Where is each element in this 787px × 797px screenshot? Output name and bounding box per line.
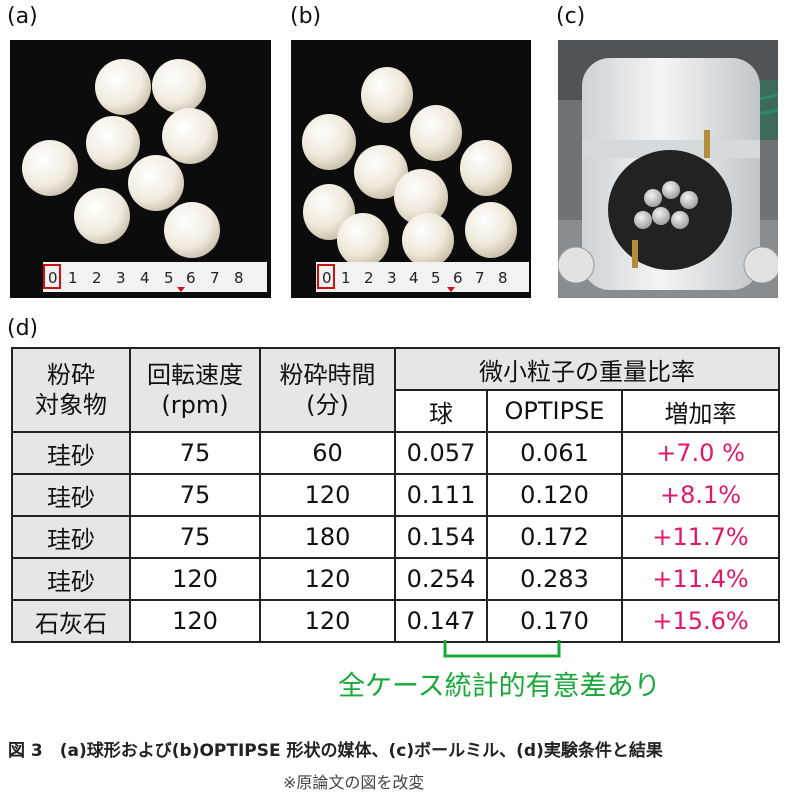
cell-object: 珪砂 xyxy=(11,557,131,601)
panel-label-a: (a) xyxy=(7,4,38,29)
svg-text:6: 6 xyxy=(453,269,463,287)
cell-optipse: 0.120 xyxy=(486,473,623,517)
significance-bracket xyxy=(443,640,561,658)
media xyxy=(410,105,462,161)
svg-text:6: 6 xyxy=(186,269,196,287)
table-row: 珪砂 120 120 0.254 0.283 +11.4% xyxy=(11,557,781,601)
header-increase: 増加率 xyxy=(620,389,781,433)
svg-text:5: 5 xyxy=(431,269,441,287)
media xyxy=(354,145,408,199)
cell-object: 石灰石 xyxy=(11,599,131,643)
cell-increase: +8.1% xyxy=(620,473,781,517)
cell-speed: 75 xyxy=(129,431,261,475)
table-row: 珪砂 75 120 0.111 0.120 +8.1% xyxy=(11,473,781,517)
cell-increase: +11.7% xyxy=(620,515,781,559)
cell-sphere: 0.147 xyxy=(394,599,488,643)
ball xyxy=(164,202,220,258)
media xyxy=(460,140,512,196)
figure-caption: 図 3 (a)球形および(b)OPTIPSE 形状の媒体、(c)ボールミル、(d… xyxy=(8,741,663,761)
inner-balls xyxy=(634,181,698,229)
table-row: 石灰石 120 120 0.147 0.170 +15.6% xyxy=(11,599,781,643)
svg-text:2: 2 xyxy=(364,269,374,287)
cell-time: 120 xyxy=(259,557,396,601)
cell-optipse: 0.283 xyxy=(486,557,623,601)
cell-object: 珪砂 xyxy=(11,431,131,475)
significance-note: 全ケース統計的有意差あり xyxy=(338,671,661,702)
svg-text:8: 8 xyxy=(498,269,508,287)
results-table: 粉砕 対象物 回転速度 (rpm) 粉砕時間 (分) 微小粒子の重量比率 球 O… xyxy=(11,347,781,643)
svg-text:2: 2 xyxy=(92,269,102,287)
ball xyxy=(162,108,218,164)
svg-text:1: 1 xyxy=(341,269,351,287)
svg-text:1: 1 xyxy=(68,269,78,287)
ball xyxy=(86,116,140,170)
svg-text:8: 8 xyxy=(234,269,244,287)
header-sphere: 球 xyxy=(394,389,488,433)
cell-speed: 75 xyxy=(129,473,261,517)
cell-object: 珪砂 xyxy=(11,473,131,517)
cell-speed: 75 xyxy=(129,515,261,559)
ball xyxy=(128,155,184,211)
panel-label-c: (c) xyxy=(556,4,586,29)
table-row: 珪砂 75 180 0.154 0.172 +11.7% xyxy=(11,515,781,559)
ball xyxy=(152,59,206,113)
cell-optipse: 0.061 xyxy=(486,431,623,475)
media xyxy=(302,114,356,170)
media xyxy=(394,169,448,225)
svg-text:4: 4 xyxy=(409,269,419,287)
cell-sphere: 0.057 xyxy=(394,431,488,475)
cell-optipse: 0.172 xyxy=(486,515,623,559)
cell-sphere: 0.111 xyxy=(394,473,488,517)
svg-text:3: 3 xyxy=(387,269,397,287)
svg-text:0: 0 xyxy=(48,269,58,287)
header-ratio: 微小粒子の重量比率 xyxy=(393,347,781,391)
header-time-text: 粉砕時間 (分) xyxy=(279,361,376,419)
cell-time: 120 xyxy=(259,599,396,643)
ball xyxy=(95,59,151,115)
header-time: 粉砕時間 (分) xyxy=(259,347,396,433)
cell-speed: 120 xyxy=(129,599,261,643)
source-note: ※原論文の図を改変 xyxy=(283,773,425,792)
cell-sphere: 0.254 xyxy=(394,557,488,601)
ball xyxy=(22,140,78,196)
photo-ball-mill xyxy=(558,40,778,298)
cell-increase: +7.0 % xyxy=(620,431,781,475)
svg-text:0: 0 xyxy=(322,269,332,287)
svg-text:7: 7 xyxy=(210,269,220,287)
media xyxy=(402,213,454,267)
svg-text:7: 7 xyxy=(475,269,485,287)
header-speed-text: 回転速度 (rpm) xyxy=(147,361,243,419)
cell-increase: +11.4% xyxy=(620,557,781,601)
cell-sphere: 0.154 xyxy=(394,515,488,559)
media xyxy=(337,213,389,267)
panel-label-d: (d) xyxy=(7,316,39,341)
cell-object: 珪砂 xyxy=(11,515,131,559)
cell-increase: +15.6% xyxy=(620,599,781,643)
svg-text:3: 3 xyxy=(116,269,126,287)
ball xyxy=(74,188,130,244)
cell-time: 120 xyxy=(259,473,396,517)
media xyxy=(361,67,413,123)
svg-text:5: 5 xyxy=(164,269,174,287)
cell-time: 60 xyxy=(259,431,396,475)
table-row: 珪砂 75 60 0.057 0.061 +7.0 % xyxy=(11,431,781,475)
header-object: 粉砕 対象物 xyxy=(11,347,131,433)
media xyxy=(465,202,517,258)
cell-optipse: 0.170 xyxy=(486,599,623,643)
header-object-text: 粉砕 対象物 xyxy=(35,361,107,419)
header-speed: 回転速度 (rpm) xyxy=(129,347,261,433)
cell-time: 180 xyxy=(259,515,396,559)
cell-speed: 120 xyxy=(129,557,261,601)
svg-text:4: 4 xyxy=(140,269,150,287)
panel-label-b: (b) xyxy=(290,4,322,29)
header-optipse: OPTIPSE xyxy=(486,389,623,433)
